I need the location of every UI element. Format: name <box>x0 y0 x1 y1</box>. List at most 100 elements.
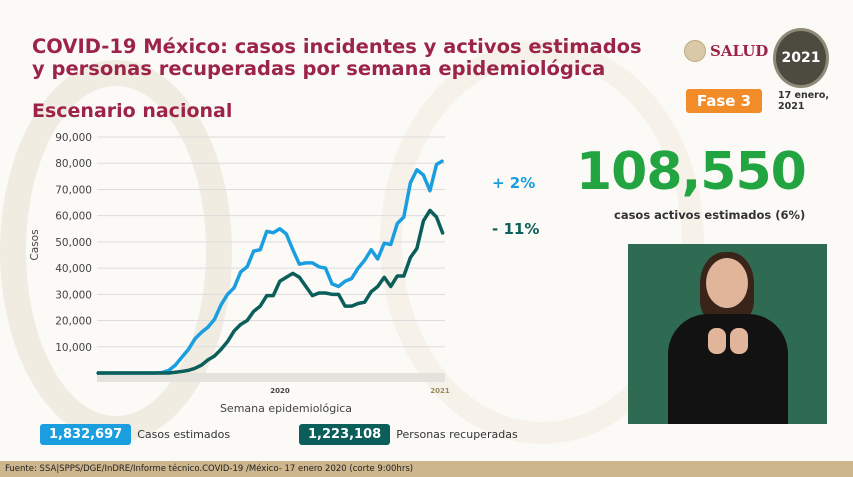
data-point <box>435 163 438 166</box>
data-point <box>174 364 177 366</box>
x-tick-2020: 2020 <box>270 387 290 395</box>
data-point <box>109 372 111 374</box>
x-axis-label: Semana epidemiológica <box>220 402 352 415</box>
data-point <box>389 285 392 288</box>
legend-value: 1,832,697 <box>40 424 132 445</box>
data-point <box>409 256 412 259</box>
data-point <box>278 280 281 283</box>
slide-title: COVID-19 México: casos incidentes y acti… <box>32 35 642 80</box>
data-point <box>298 263 301 265</box>
data-point <box>292 248 294 251</box>
data-point <box>207 326 209 328</box>
series-line-casos-estimados <box>97 159 444 375</box>
data-point <box>265 294 268 297</box>
data-point <box>161 372 164 374</box>
data-point <box>389 243 392 246</box>
seal-icon <box>684 40 706 62</box>
data-point <box>376 285 379 288</box>
data-point <box>122 372 124 374</box>
salud-logo: SALUD <box>684 40 768 62</box>
data-point <box>135 372 137 374</box>
legend-item-personas-recuperadas: 1,223,108 Personas recuperadas <box>299 424 518 445</box>
data-point <box>239 323 242 326</box>
data-point <box>344 280 346 283</box>
y-tick-label: 60,000 <box>55 211 92 223</box>
data-point <box>233 286 235 289</box>
data-point <box>259 305 262 307</box>
data-point <box>141 372 144 374</box>
data-point <box>265 230 268 233</box>
data-point <box>96 372 98 374</box>
data-point <box>181 356 183 359</box>
data-point <box>311 294 314 297</box>
data-point <box>200 331 203 334</box>
legend-value: 1,223,108 <box>299 424 391 445</box>
data-point <box>337 285 340 288</box>
data-point <box>128 372 131 374</box>
data-point <box>331 293 333 296</box>
data-point <box>233 330 235 332</box>
data-point <box>285 276 288 279</box>
data-point <box>403 275 405 277</box>
data-point <box>239 271 242 273</box>
data-point <box>272 294 275 297</box>
data-point <box>370 248 372 251</box>
data-point <box>207 359 209 361</box>
data-point <box>285 233 288 235</box>
data-point <box>194 338 196 340</box>
data-point <box>305 262 307 264</box>
data-point <box>442 233 444 235</box>
data-point <box>324 267 327 269</box>
data-point <box>429 209 431 212</box>
data-point <box>154 372 157 374</box>
salud-logo-text: SALUD <box>710 42 769 60</box>
data-point <box>187 369 190 372</box>
data-point <box>272 231 275 234</box>
data-point <box>168 372 170 374</box>
data-point <box>422 174 425 176</box>
data-point <box>435 216 438 218</box>
data-point <box>174 371 177 374</box>
data-point <box>252 310 255 313</box>
data-point <box>357 267 359 269</box>
data-point <box>337 293 340 296</box>
interpreter-hand <box>730 328 748 354</box>
data-point <box>416 247 418 250</box>
y-tick-label: 80,000 <box>55 158 92 170</box>
data-point <box>370 290 372 293</box>
data-point <box>181 370 183 373</box>
data-point <box>246 266 248 268</box>
data-point <box>246 319 248 322</box>
data-point <box>278 227 281 230</box>
sign-language-interpreter-video <box>628 244 827 424</box>
data-point <box>311 262 314 264</box>
data-point <box>115 372 118 374</box>
data-point <box>213 318 216 321</box>
mexico-2021-logo: 2021 <box>773 28 829 88</box>
legend-item-casos-estimados: 1,832,697 Casos estimados <box>40 424 230 445</box>
data-point <box>259 248 262 251</box>
data-point <box>442 159 444 162</box>
data-point <box>252 250 255 252</box>
x-tick-2021: 2021 <box>430 387 450 395</box>
data-point <box>376 258 379 260</box>
series-line-personas-recuperadas <box>97 208 445 375</box>
data-point <box>383 242 386 244</box>
legend-label: Casos estimados <box>137 428 231 441</box>
y-tick-label: 90,000 <box>55 132 92 144</box>
data-point <box>396 222 399 225</box>
y-tick-label: 70,000 <box>55 184 92 196</box>
y-tick-label: 40,000 <box>55 263 92 275</box>
data-point <box>357 302 359 305</box>
change-casos-estimados: + 2% <box>492 174 535 192</box>
data-point <box>168 369 170 372</box>
logo-2021-text: 2021 <box>781 50 821 66</box>
data-point <box>383 276 386 279</box>
interpreter-body <box>668 314 788 424</box>
data-point <box>292 272 294 275</box>
interpreter-head <box>706 258 748 308</box>
data-point <box>403 216 405 218</box>
data-point <box>422 220 425 222</box>
